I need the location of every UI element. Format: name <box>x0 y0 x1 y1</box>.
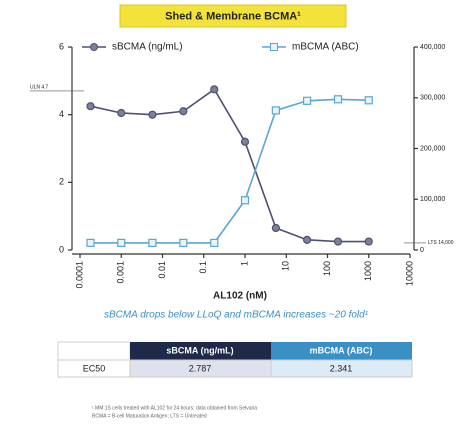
y-tick-label: 6 <box>59 41 64 51</box>
point <box>117 238 126 247</box>
annotation: LTS 14,000 <box>428 240 454 246</box>
point <box>271 106 280 115</box>
subtitle: sBCMA drops below LLoQ and mBCMA increas… <box>104 310 369 321</box>
footnote: BCMA = B-cell Maturation Antigen; LTS = … <box>92 413 207 419</box>
x-tick-label: 0.1 <box>198 261 208 274</box>
x-tick-label: 100 <box>322 261 332 276</box>
title-box <box>119 4 347 28</box>
table-cell <box>270 359 413 378</box>
point <box>210 85 219 94</box>
point <box>210 238 219 247</box>
y-tick-label: 0 <box>59 244 64 254</box>
x-tick-label: 10000 <box>404 261 414 286</box>
y2-tick-label: 300,000 <box>420 95 445 102</box>
point <box>302 235 312 244</box>
x-tick-label: 0.0001 <box>74 261 84 289</box>
legend-marker <box>90 43 98 51</box>
point <box>240 196 250 205</box>
point <box>364 96 373 105</box>
y-tick-label: 2 <box>59 177 64 187</box>
x-tick-label: 0.001 <box>116 261 126 284</box>
point <box>364 237 373 246</box>
point <box>179 238 188 247</box>
point <box>148 238 157 247</box>
legend-label: mBCMA (ABC) <box>292 42 359 53</box>
legend-marker <box>270 43 278 51</box>
y2-tick-label: 0 <box>420 247 424 254</box>
table-header: mBCMA (ABC) <box>310 345 373 355</box>
y-tick-label: 4 <box>59 109 64 119</box>
point <box>240 137 250 146</box>
table-header-cell <box>271 342 412 360</box>
point <box>179 107 188 116</box>
table-cell-text: 2.787 <box>189 363 212 373</box>
point <box>333 237 343 246</box>
point <box>271 223 280 233</box>
table-header: sBCMA (ng/mL) <box>166 345 233 355</box>
table-row-label: EC50 <box>83 363 106 373</box>
point <box>148 110 157 119</box>
x-tick-label: 10 <box>281 261 291 271</box>
legend-label: sBCMA (ng/mL) <box>112 42 183 53</box>
table-cell-text: 2.341 <box>330 363 353 373</box>
table-header-cell <box>130 342 271 360</box>
point <box>333 95 343 104</box>
x-tick-label: 0.01 <box>157 261 167 279</box>
point <box>302 96 312 105</box>
x-axis-label: AL102 (nM) <box>213 291 267 302</box>
y2-tick-label: 400,000 <box>420 44 445 51</box>
table-corner <box>57 341 131 361</box>
series-line <box>90 88 369 243</box>
x-tick-label: 1000 <box>363 261 373 281</box>
point <box>117 108 126 118</box>
table: sBCMA (ng/mL) mBCMA (ABC) EC50 2.787 2.3… <box>57 341 413 378</box>
y2-tick-label: 100,000 <box>420 196 445 203</box>
annotation: ULN 4.7 <box>30 84 49 90</box>
point <box>86 238 95 247</box>
x-tick-label: 1 <box>239 261 249 266</box>
chart-title: Shed & Membrane BCMA¹ <box>165 10 301 22</box>
series-line <box>90 98 369 244</box>
footnote: ¹ MM.1S cells treated with AL102 for 24 … <box>92 405 257 411</box>
point <box>86 102 95 111</box>
y2-tick-label: 200,000 <box>420 145 445 152</box>
